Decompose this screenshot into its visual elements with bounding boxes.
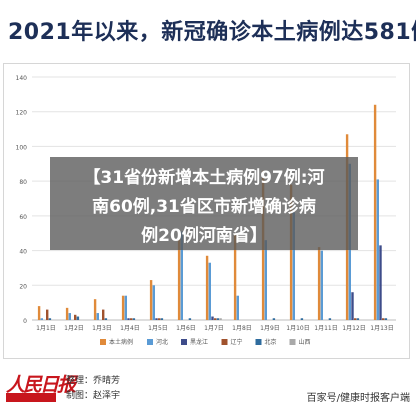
x-tick-label: 1月4日 — [120, 325, 140, 332]
x-tick-label: 1月7日 — [204, 325, 224, 332]
bar-5 — [328, 318, 332, 320]
newspaper-logo: 人民日报 — [6, 370, 76, 402]
x-tick-label: 1月5日 — [148, 325, 168, 332]
header-band: 2021年以来，新冠确诊本土病例达581例 — [0, 0, 416, 60]
overlay-line-3: 例20例河南省】 — [141, 226, 267, 246]
bar-1 — [37, 306, 41, 320]
x-tick-label: 1月9日 — [260, 325, 280, 332]
bar-chart: 0 20 40 60 80 100 120 140 1月1日 1月2日 1月3日 1月4日 1月5日 1月… — [16, 75, 396, 346]
overlay-line-1: 【31省份新增本土病例97例:河 — [83, 168, 325, 188]
bar-4 — [214, 318, 217, 320]
x-tick-label: 1月2日 — [64, 325, 84, 332]
y-tick-label: 60 — [19, 214, 27, 221]
bar-1 — [149, 280, 153, 320]
bar-2 — [264, 240, 267, 320]
bar-4 — [74, 314, 77, 320]
legend-label: 辽宁 — [231, 338, 243, 346]
logo-wordmark: 人民日报 — [6, 374, 76, 396]
bar-1 — [317, 247, 321, 320]
bar-4 — [102, 309, 105, 320]
bar-3 — [379, 245, 382, 320]
bar-4 — [354, 318, 357, 320]
legend-label: 黑龙江 — [190, 338, 208, 346]
legend-label: 河北 — [156, 338, 168, 346]
bar-1 — [289, 184, 293, 320]
x-tick-label: 1月8日 — [232, 325, 252, 332]
x-tick-label: 1月10日 — [286, 325, 309, 332]
bar-3 — [211, 316, 214, 320]
bar-4 — [158, 318, 161, 320]
y-tick-label: 100 — [16, 144, 28, 151]
bar-3 — [127, 318, 130, 320]
bar-2 — [68, 313, 71, 320]
legend-swatch — [100, 339, 106, 345]
bar-1 — [233, 233, 237, 320]
bar-5 — [384, 318, 388, 320]
bar-2 — [376, 179, 379, 320]
y-tick-label: 40 — [19, 249, 27, 256]
bar-5 — [132, 318, 136, 320]
x-tick-label: 1月12日 — [342, 325, 365, 332]
bar-4 — [46, 309, 49, 320]
overlay-line-2: 南60例,31省区市新增确诊病 — [92, 197, 316, 217]
x-tick-label: 1月3日 — [92, 325, 112, 332]
bar-1 — [205, 255, 209, 320]
y-tick-label: 140 — [16, 75, 28, 82]
legend-swatch — [289, 339, 296, 345]
bar-1 — [177, 231, 181, 320]
bar-2 — [96, 313, 99, 320]
news-overlay: 【31省份新增本土病例97例:河 南60例,31省区市新增确诊病 例20例河南省… — [50, 157, 358, 250]
footer: 人民日报 整理：乔晴芳 制图：赵泽宇 百家号/健康时报客户端 — [0, 362, 416, 408]
bar-3 — [155, 318, 158, 320]
x-tick-label: 1月13日 — [370, 325, 393, 332]
bar-1 — [65, 307, 69, 320]
headline: 2021年以来，新冠确诊本土病例达581例 — [8, 20, 416, 45]
bar-3 — [351, 292, 354, 320]
logo-sub-banner — [6, 393, 56, 402]
bar-5 — [160, 318, 164, 320]
legend-swatch — [221, 339, 228, 345]
bar-2 — [320, 250, 323, 320]
legend-label: 本土病例 — [109, 338, 133, 346]
bar-2 — [292, 212, 295, 320]
bar-1 — [121, 295, 125, 320]
bar-5 — [188, 318, 192, 320]
bar-5 — [356, 318, 360, 320]
y-tick-label: 120 — [16, 110, 28, 117]
legend-label: 北京 — [265, 338, 277, 346]
x-tick-label: 1月11日 — [314, 325, 337, 332]
bar-5 — [48, 318, 52, 320]
bar-6 — [219, 318, 222, 320]
legend-swatch — [147, 339, 153, 345]
producer-credit: 制图：赵泽宇 — [66, 391, 121, 401]
bar-1 — [93, 299, 97, 320]
x-tick-label: 1月6日 — [176, 325, 196, 332]
bar-1 — [373, 104, 377, 320]
bar-5 — [104, 318, 108, 320]
bar-5 — [76, 316, 80, 320]
x-tick-label: 1月1日 — [36, 325, 56, 332]
bar-5 — [216, 318, 220, 320]
y-tick-label: 20 — [19, 283, 27, 290]
editor-credit: 整理：乔晴芳 — [66, 376, 121, 386]
source-credit: 百家号/健康时报客户端 — [306, 393, 410, 404]
legend-label: 山西 — [299, 338, 311, 346]
bar-5 — [272, 318, 276, 320]
legend-swatch — [255, 339, 262, 345]
bar-4 — [130, 318, 133, 320]
bar-2 — [236, 295, 239, 320]
bar-2 — [208, 262, 211, 320]
bar-5 — [300, 318, 304, 320]
bar-4 — [382, 318, 385, 320]
bar-2 — [152, 285, 155, 320]
y-tick-label: 0 — [23, 318, 27, 325]
bar-2 — [40, 318, 43, 320]
y-tick-label: 80 — [19, 179, 27, 186]
bar-2 — [180, 231, 183, 320]
legend-swatch — [181, 339, 187, 345]
bar-2 — [124, 295, 127, 320]
